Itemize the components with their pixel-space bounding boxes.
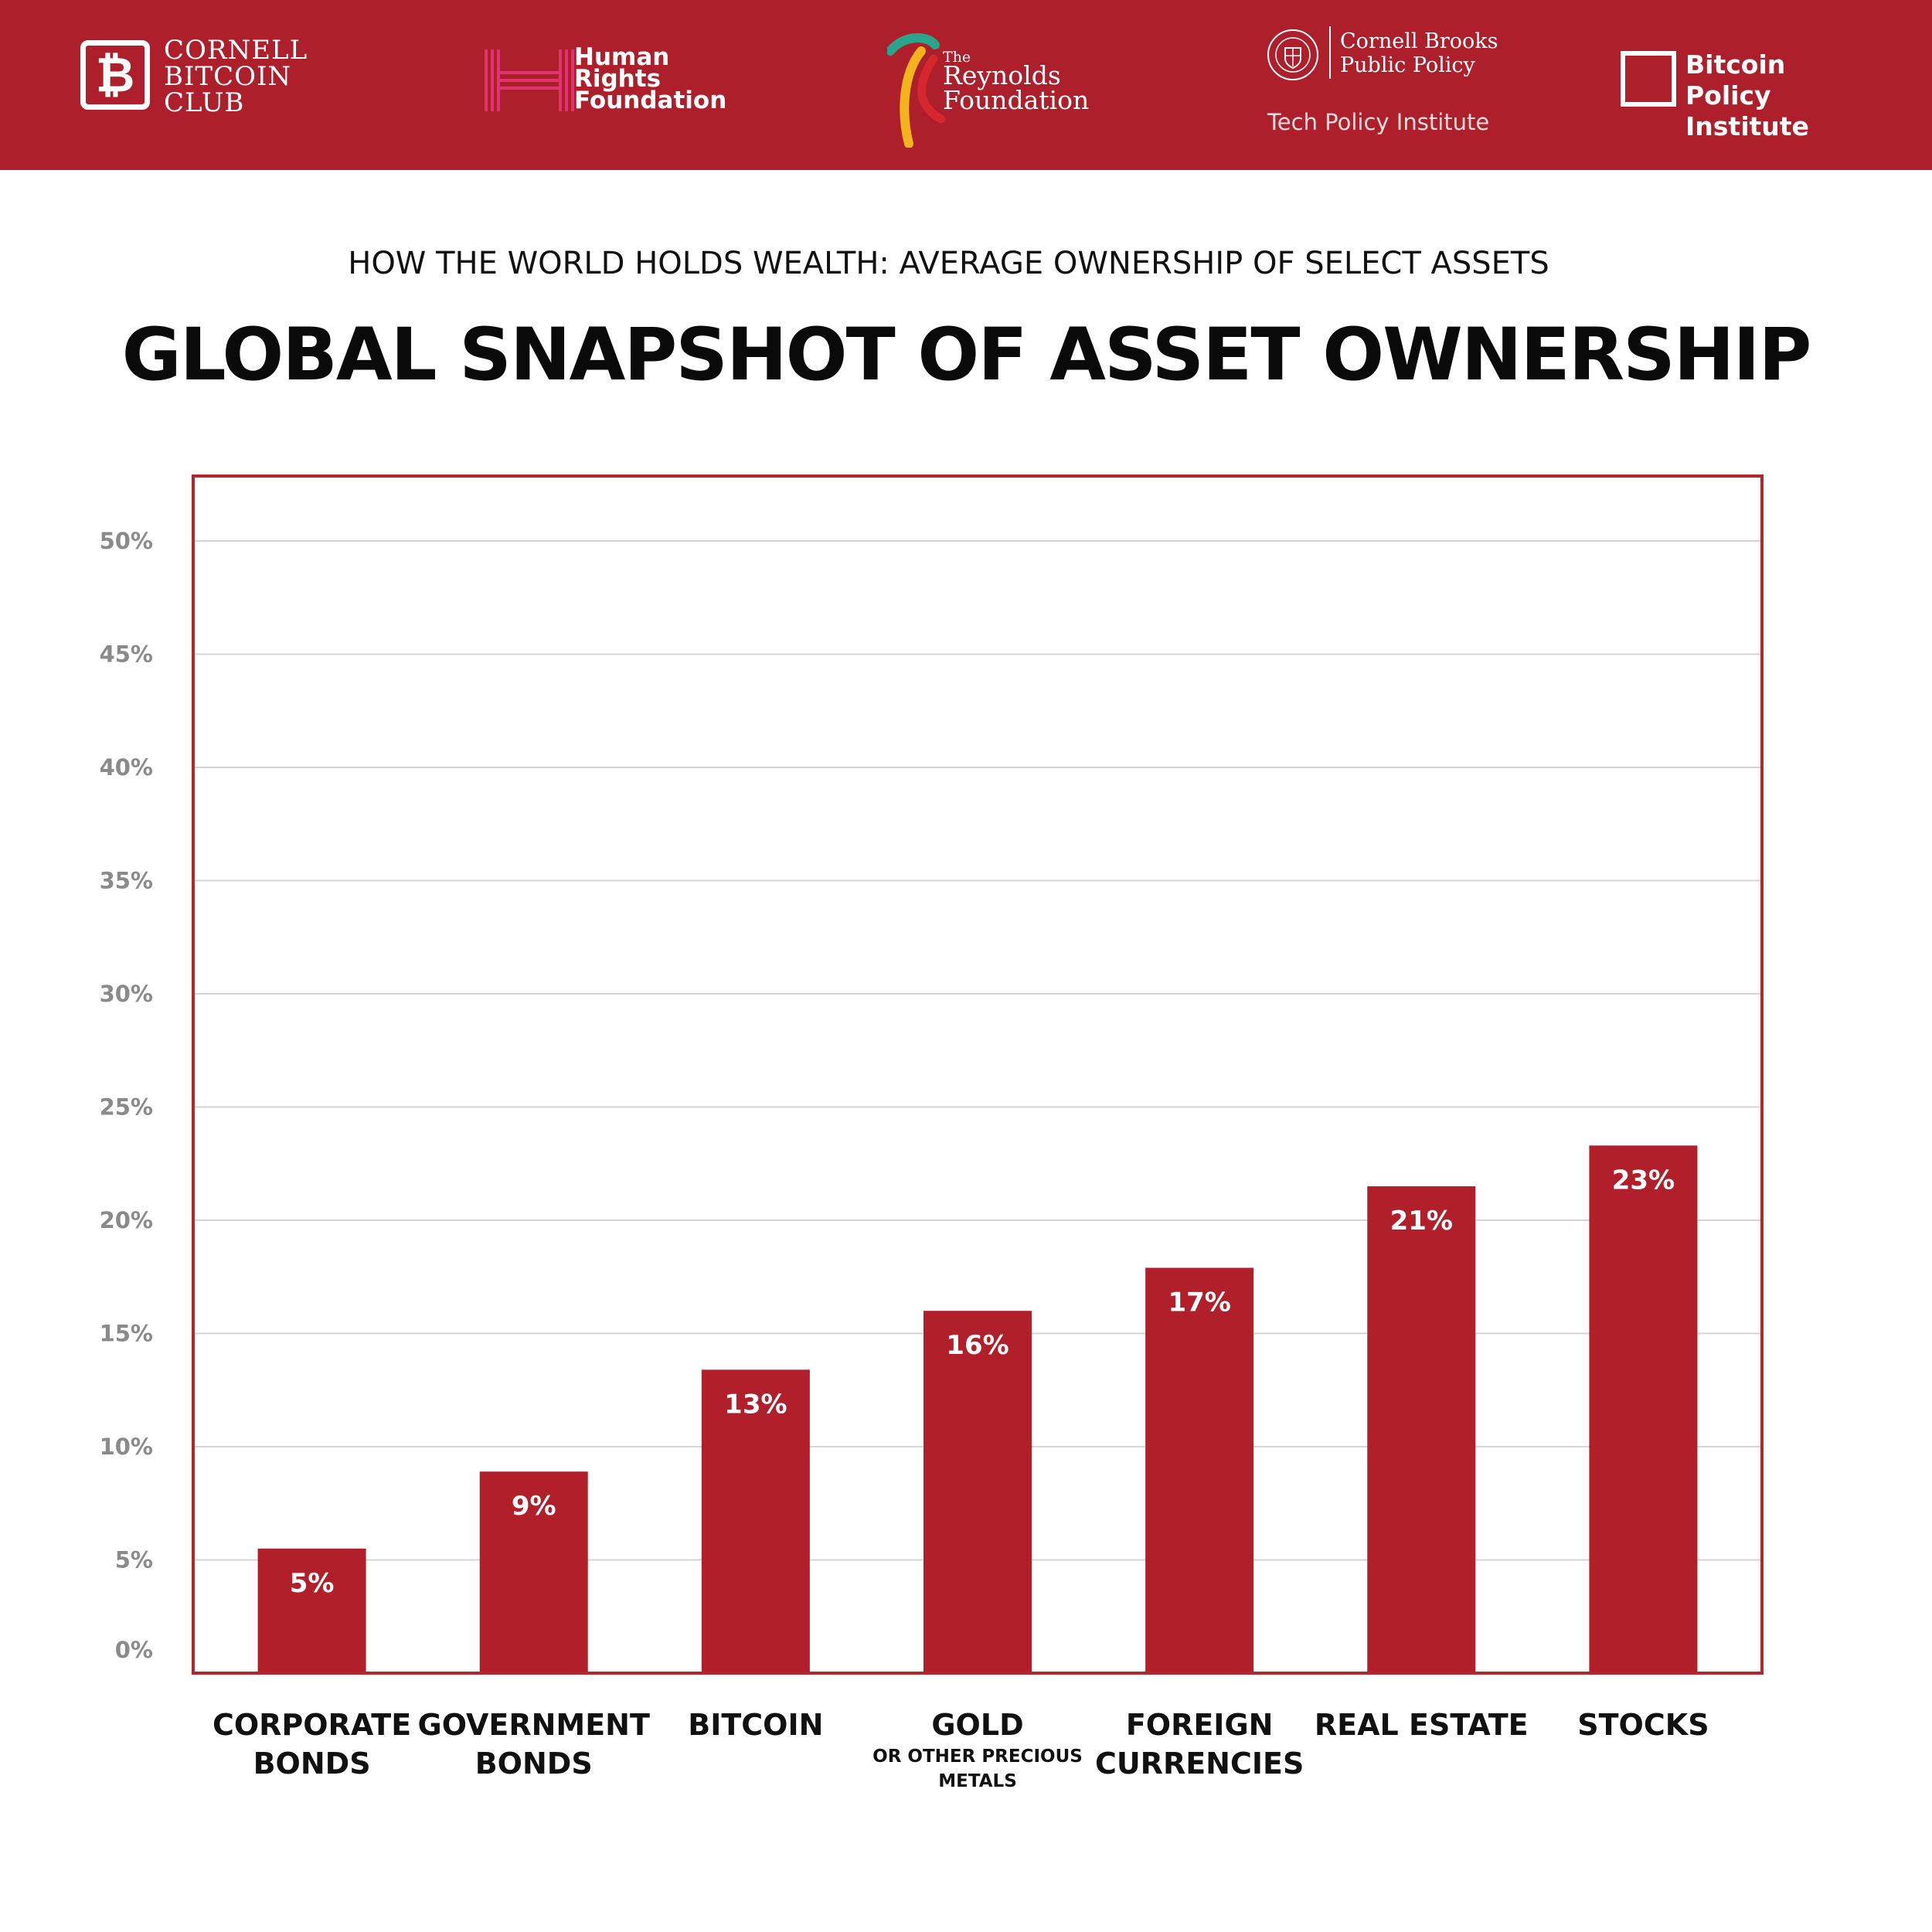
reynolds-the: The xyxy=(943,49,971,66)
cornell-divider xyxy=(1329,26,1331,79)
cornell-brooks-text: Cornell Brooks Public Policy xyxy=(1340,29,1541,77)
chart-frame xyxy=(192,474,1764,1675)
logo-line: Bitcoin Policy xyxy=(1685,49,1786,111)
y-tick-label: 45% xyxy=(100,641,153,668)
x-category-label: BONDS xyxy=(475,1747,593,1781)
logo-line: Institute xyxy=(1685,111,1809,141)
x-category-label: BONDS xyxy=(253,1747,371,1781)
logo-line: CORNELL xyxy=(164,35,308,66)
bar-data-label: 23% xyxy=(1612,1165,1675,1196)
bar xyxy=(479,1471,588,1673)
x-category-label: GOLD xyxy=(931,1708,1023,1742)
x-category-label: CURRENCIES xyxy=(1095,1747,1304,1781)
bar-data-label: 13% xyxy=(724,1389,787,1420)
logo-line: Cornell Brooks xyxy=(1340,29,1498,53)
bitcoin-policy-institute-logo[interactable]: Bitcoin Policy Institute xyxy=(1621,49,1876,141)
bar xyxy=(257,1548,366,1673)
bar xyxy=(923,1311,1032,1673)
human-rights-foundation-logo[interactable]: Human Rights Foundation xyxy=(483,46,730,116)
bar-data-label: 21% xyxy=(1390,1206,1453,1236)
y-tick-label: 50% xyxy=(100,528,153,554)
bar-chart: 0% 5% 10% 15% 20% 25% 30% 35% 40% 45% 50% 5% CORPORA… xyxy=(100,474,1764,1791)
cornell-bitcoin-club-logo[interactable]: ₿ CORNELL BITCOIN CLUB xyxy=(77,37,325,122)
bpi-text: Bitcoin Policy Institute xyxy=(1685,49,1879,142)
x-category-label: BITCOIN xyxy=(688,1708,823,1742)
bar-data-label: 16% xyxy=(946,1330,1009,1361)
x-category-sublabel: OR OTHER PRECIOUS xyxy=(872,1747,1083,1767)
logo-line: Foundation xyxy=(943,85,1090,115)
logo-line: Reynolds xyxy=(943,60,1061,90)
bar-data-label: 9% xyxy=(512,1491,556,1522)
logo-line: BITCOIN xyxy=(164,61,292,92)
x-category-sublabel: METALS xyxy=(938,1771,1017,1791)
y-tick-label: 30% xyxy=(100,981,153,1007)
y-tick-label: 25% xyxy=(100,1094,153,1121)
bar-data-label: 17% xyxy=(1168,1287,1230,1318)
logo-line: CLUB xyxy=(164,87,245,118)
tech-policy-institute-text: Tech Policy Institute xyxy=(1267,109,1490,135)
bitcoin-b-icon: ₿ xyxy=(80,40,150,110)
cornell-bitcoin-club-text: CORNELL BITCOIN CLUB xyxy=(164,37,334,116)
bar xyxy=(1367,1186,1476,1673)
logo-line: Foundation xyxy=(574,87,727,114)
bar xyxy=(701,1369,810,1673)
hrf-h-icon xyxy=(485,49,574,111)
y-tick-label: 5% xyxy=(115,1547,153,1573)
reynolds-name: Reynolds Foundation xyxy=(943,63,1128,113)
x-category-label: STOCKS xyxy=(1577,1708,1709,1742)
y-tick-label: 35% xyxy=(100,868,153,894)
logo-line: Human xyxy=(574,43,670,71)
hrf-text: Human Rights Foundation xyxy=(574,43,744,114)
x-category-label: GOVERNMENT xyxy=(418,1708,650,1742)
cornell-seal-icon xyxy=(1267,29,1318,80)
reynolds-ribbon-icon xyxy=(887,33,946,148)
x-category-label: REAL ESTATE xyxy=(1315,1708,1529,1742)
header-banner: ₿ CORNELL BITCOIN CLUB Human Rights Foun… xyxy=(0,0,1932,170)
reynolds-foundation-logo[interactable]: The Reynolds Foundation xyxy=(887,28,1119,151)
logo-line: Public Policy xyxy=(1340,53,1475,77)
bar xyxy=(1145,1267,1254,1673)
bar-data-label: 5% xyxy=(290,1568,335,1599)
cornell-brooks-logo[interactable]: Cornell Brooks Public Policy Tech Policy… xyxy=(1264,23,1527,147)
x-category-label: FOREIGN xyxy=(1126,1708,1274,1742)
y-tick-label: 20% xyxy=(100,1207,153,1233)
y-tick-label: 10% xyxy=(100,1434,153,1460)
bar xyxy=(1589,1145,1698,1673)
logo-line: Rights xyxy=(574,65,662,93)
y-tick-label: 15% xyxy=(100,1321,153,1347)
chart-subtitle: HOW THE WORLD HOLDS WEALTH: AVERAGE OWNE… xyxy=(348,246,1549,281)
chart-title: GLOBAL SNAPSHOT OF ASSET OWNERSHIP xyxy=(121,313,1812,397)
x-category-label: CORPORATE xyxy=(213,1708,411,1742)
y-tick-label: 40% xyxy=(100,754,153,781)
y-tick-label: 0% xyxy=(115,1637,153,1663)
square-outline-icon xyxy=(1621,51,1676,107)
